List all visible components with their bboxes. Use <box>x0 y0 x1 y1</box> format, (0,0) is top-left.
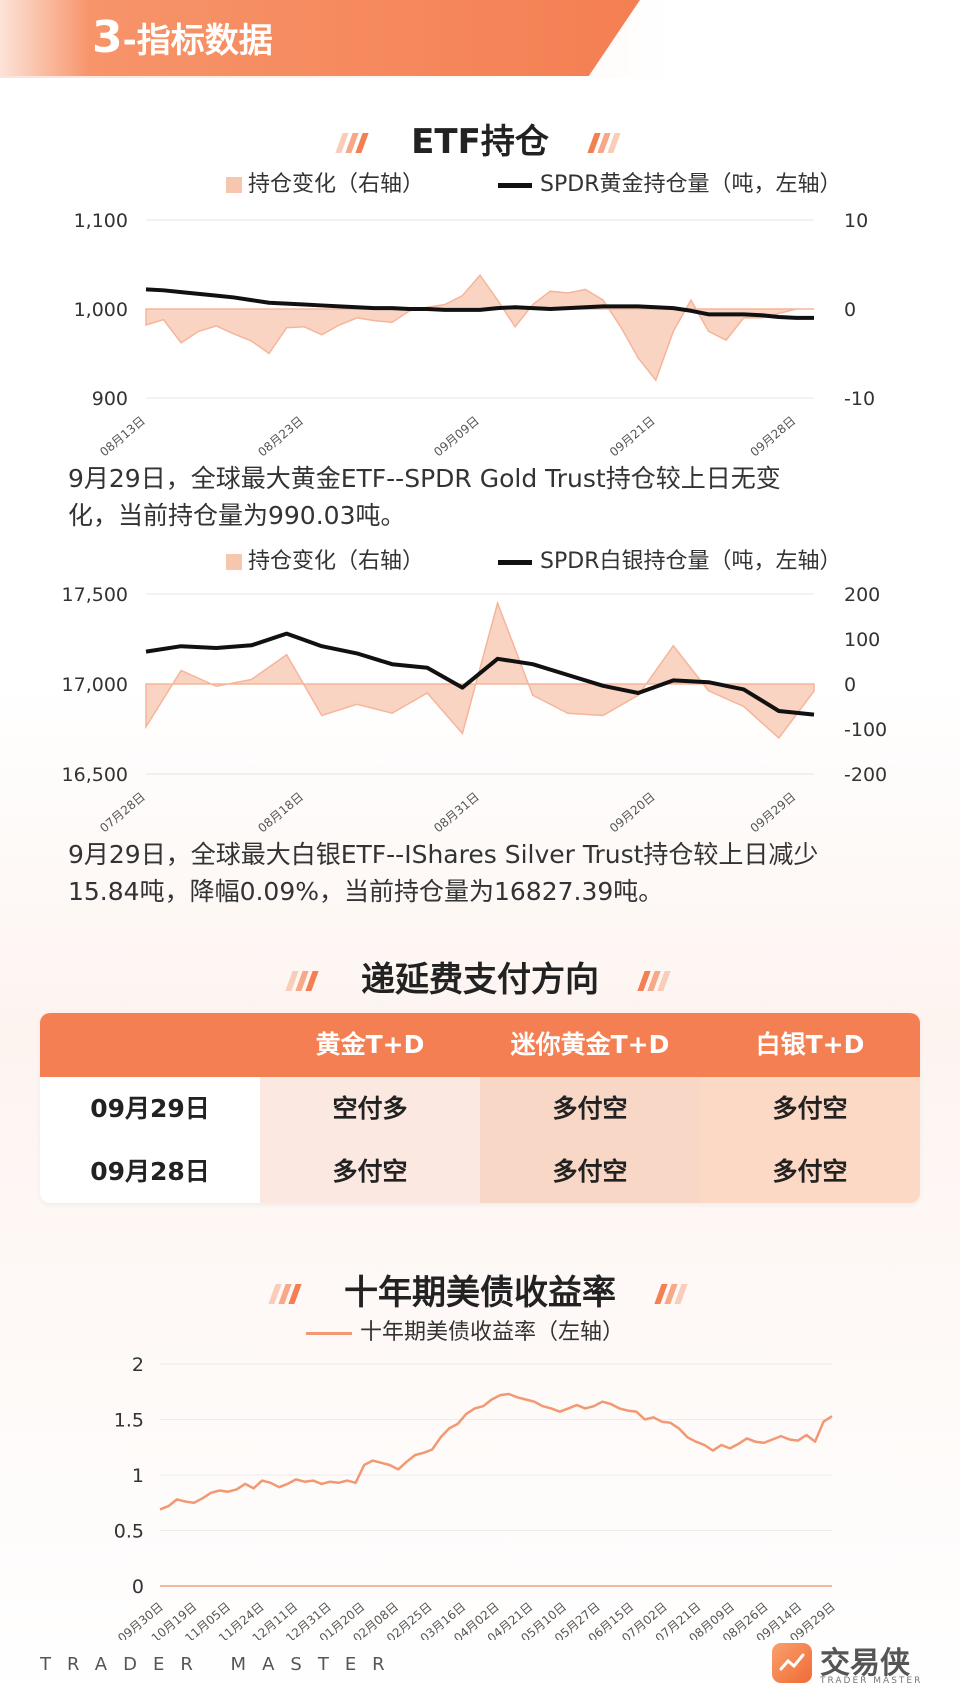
y-left-tick-label: 17,000 <box>62 674 128 696</box>
legend-line-swatch <box>306 1331 352 1335</box>
table-row-date: 09月29日 <box>90 1094 210 1123</box>
x-tick-label: 07月28日 <box>97 790 148 836</box>
y-right-tick-label: 0 <box>844 674 856 696</box>
title-deco-right <box>654 1273 688 1313</box>
section-header-title: 3-指标数据 <box>92 6 273 70</box>
x-tick-label: 09月21日 <box>607 414 658 460</box>
section-header-tab <box>0 0 640 76</box>
gold-legend: 持仓变化（右轴） SPDR黄金持仓量（吨，左轴） <box>226 166 841 198</box>
table-cell: 空付多 <box>332 1094 408 1123</box>
legend-area-swatch <box>226 177 242 193</box>
silver-legend: 持仓变化（右轴） SPDR白银持仓量（吨，左轴） <box>226 543 841 575</box>
table-cell: 多付空 <box>772 1094 848 1123</box>
brand-logo-subtext: TRADER MASTER <box>820 1676 923 1686</box>
gold-note-line-1: 9月29日，全球最大黄金ETF--SPDR Gold Trust持仓较上日无变 <box>68 464 781 493</box>
treasury-yield-chart: 21.510.5009月30日10月19日11月05日11月24日12月11日1… <box>114 1354 838 1640</box>
etf-title: ETF持仓 <box>0 114 960 163</box>
section-number: 3 <box>92 12 123 63</box>
legend-line-swatch <box>498 559 533 565</box>
table-header-gold: 黄金T+D <box>315 1030 425 1059</box>
x-tick-label: 08月13日 <box>97 414 148 460</box>
silver-note-line-1: 9月29日，全球最大白银ETF--IShares Silver Trust持仓较… <box>68 840 819 869</box>
table-header-row <box>40 1013 920 1077</box>
table-cell: 多付空 <box>772 1157 848 1186</box>
title-deco-left <box>268 1273 302 1313</box>
y-left-tick-label: 1,000 <box>74 299 128 321</box>
silver-note: 9月29日，全球最大白银ETF--IShares Silver Trust持仓较… <box>68 836 938 910</box>
column-bg-mini-gold <box>480 1077 700 1203</box>
treasury-title: 十年期美债收益率 <box>0 1265 960 1314</box>
legend-change-label: 持仓变化（右轴） <box>248 172 425 197</box>
y-tick-label: 0.5 <box>114 1521 144 1543</box>
holding-line <box>145 287 814 320</box>
title-deco-right <box>587 122 621 162</box>
treasury-yield-line <box>159 1392 833 1511</box>
y-left-tick-label: 16,500 <box>62 764 128 786</box>
table-row-date: 09月28日 <box>90 1157 210 1186</box>
y-right-tick-label: -10 <box>844 388 875 410</box>
gold-note: 9月29日，全球最大黄金ETF--SPDR Gold Trust持仓较上日无变 … <box>68 460 918 534</box>
treasury-title-text: 十年期美债收益率 <box>344 1273 616 1313</box>
table-header-silver: 白银T+D <box>755 1030 865 1059</box>
change-area <box>145 273 814 382</box>
table-cell: 多付空 <box>552 1157 628 1186</box>
table-cell: 多付空 <box>332 1157 408 1186</box>
column-bg-gold <box>260 1077 480 1203</box>
y-right-tick-label: 200 <box>844 584 880 606</box>
y-tick-label: 1 <box>132 1465 144 1487</box>
title-deco-right <box>637 960 671 1000</box>
legend-holding-label: SPDR白银持仓量（吨，左轴） <box>540 549 842 574</box>
table-header-mini-gold: 迷你黄金T+D <box>510 1030 670 1059</box>
x-tick-label: 08月23日 <box>255 414 306 460</box>
gold-etf-chart: 1,100 1,000 900 10 0 -10 08月13日 08月23日 09月09日 09月… <box>74 210 875 460</box>
x-tick-label: 09月28日 <box>748 414 799 460</box>
table-cell: 多付空 <box>552 1094 628 1123</box>
brand-logo-text: 交易侠 <box>820 1646 910 1681</box>
brand-logo-icon <box>772 1643 812 1683</box>
legend-treasury-label: 十年期美债收益率（左轴） <box>360 1320 625 1345</box>
change-area <box>145 600 815 740</box>
legend-change-label: 持仓变化（右轴） <box>248 549 425 574</box>
y-right-tick-label: 100 <box>844 629 880 651</box>
y-left-tick-label: 900 <box>92 388 128 410</box>
contango-table: 黄金T+D 迷你黄金T+D 白银T+D 09月29日 空付多 多付空 多付空 0… <box>40 1013 920 1203</box>
x-tick-label: 08月31日 <box>431 790 482 836</box>
y-right-tick-label: 10 <box>844 210 868 232</box>
y-tick-label: 2 <box>132 1354 144 1376</box>
y-right-tick-label: 0 <box>844 299 856 321</box>
section-title-text: -指标数据 <box>122 21 273 61</box>
contango-title: 递延费支付方向 <box>0 952 960 1001</box>
silver-etf-chart: 17,500 17,000 16,500 200 100 0 -100 -200 07月28日 0… <box>62 584 888 836</box>
legend-line-swatch <box>498 182 533 188</box>
gold-note-line-2: 化，当前持仓量为990.03吨。 <box>68 501 406 530</box>
column-bg-silver <box>700 1077 920 1203</box>
x-tick-label: 09月09日 <box>431 414 482 460</box>
title-deco-left <box>285 960 319 1000</box>
y-left-tick-label: 1,100 <box>74 210 128 232</box>
x-tick-label: 08月18日 <box>255 790 306 836</box>
x-tick-label: 09月20日 <box>607 790 658 836</box>
legend-area-swatch <box>226 554 242 570</box>
etf-title-text: ETF持仓 <box>411 122 549 162</box>
footer-brand: TRADER MASTER <box>40 1654 401 1675</box>
y-right-tick-label: -200 <box>844 764 887 786</box>
contango-title-text: 递延费支付方向 <box>361 960 599 1000</box>
holding-line <box>145 631 815 717</box>
title-deco-left <box>335 122 369 162</box>
y-right-tick-label: -100 <box>844 719 887 741</box>
x-tick-label: 09月29日 <box>748 790 799 836</box>
legend-holding-label: SPDR黄金持仓量（吨，左轴） <box>540 172 842 197</box>
y-tick-label: 1.5 <box>114 1410 144 1432</box>
silver-note-line-2: 15.84吨，降幅0.09%，当前持仓量为16827.39吨。 <box>68 877 664 906</box>
y-tick-label: 0 <box>132 1576 144 1598</box>
treasury-legend: 十年期美债收益率（左轴） <box>306 1314 624 1346</box>
y-left-tick-label: 17,500 <box>62 584 128 606</box>
